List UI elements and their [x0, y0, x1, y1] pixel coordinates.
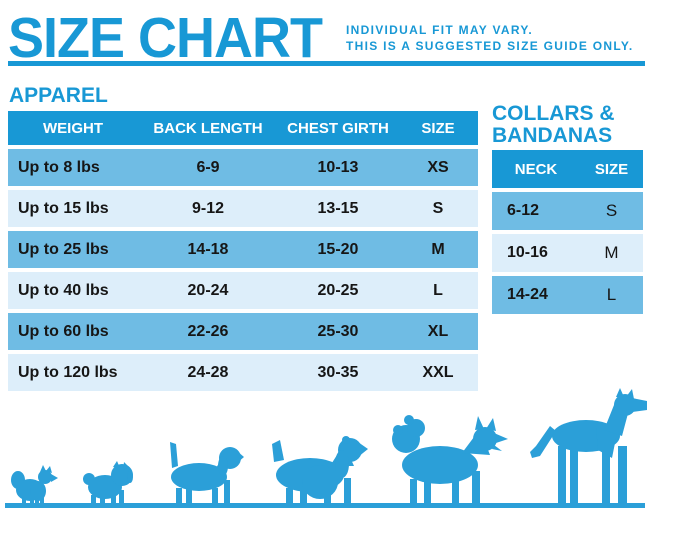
back-length-cell: 14-18: [187, 240, 229, 258]
weight-cell: Up to 60 lbs: [18, 322, 109, 340]
apparel-size-table: WEIGHT BACK LENGTH CHEST GIRTH SIZE Up t…: [8, 111, 478, 391]
chest-girth-cell: 25-30: [317, 322, 359, 340]
collars-heading-line1: COLLARS &: [492, 102, 615, 125]
apparel-col-weight: WEIGHT: [43, 119, 103, 137]
page-title: SIZE CHART: [8, 6, 323, 70]
apparel-table-header-row: WEIGHT BACK LENGTH CHEST GIRTH SIZE: [8, 111, 478, 145]
size-cell: XS: [427, 158, 449, 176]
beagle-dog-icon: [164, 440, 244, 505]
cocker-spaniel-dog-icon: [268, 432, 368, 505]
weight-cell: Up to 15 lbs: [18, 199, 109, 217]
table-row: 10-16 M: [492, 234, 643, 272]
size-cell: S: [432, 199, 444, 217]
table-row: Up to 60 lbs 22-26 25-30 XL: [8, 313, 478, 350]
collars-col-size: SIZE: [594, 160, 629, 178]
chest-girth-cell: 15-20: [317, 240, 359, 258]
table-row: 14-24 L: [492, 276, 643, 314]
back-length-cell: 9-12: [191, 199, 225, 217]
back-length-cell: 22-26: [187, 322, 229, 340]
table-row: 6-12 S: [492, 192, 643, 230]
table-row: Up to 25 lbs 14-18 15-20 M: [8, 231, 478, 268]
table-row: Up to 8 lbs 6-9 10-13 XS: [8, 149, 478, 186]
neck-cell: 6-12: [507, 202, 540, 219]
size-cell: L: [433, 281, 443, 299]
apparel-section-heading: APPAREL: [9, 84, 108, 107]
size-cell: M: [604, 243, 619, 262]
fit-note-line1: INDIVIDUAL FIT MAY VARY.: [346, 23, 534, 37]
ground-line-rule: [5, 503, 645, 508]
chest-girth-cell: 30-35: [317, 363, 359, 381]
title-underline-rule: [8, 61, 645, 66]
size-cell: S: [605, 201, 618, 220]
neck-cell: 10-16: [507, 244, 548, 261]
neck-cell: 14-24: [507, 286, 548, 303]
weight-cell: Up to 25 lbs: [18, 240, 109, 258]
size-cell: M: [431, 240, 445, 258]
table-row: Up to 15 lbs 9-12 13-15 S: [8, 190, 478, 227]
pomeranian-dog-icon: [10, 465, 58, 505]
collars-size-table: NECK SIZE 6-12 S 10-16 M 14-24 L: [492, 150, 643, 314]
chest-girth-cell: 13-15: [317, 199, 359, 217]
collars-col-neck: NECK: [514, 160, 558, 178]
size-cell: L: [606, 285, 617, 304]
fit-disclaimer-note: INDIVIDUAL FIT MAY VARY. THIS IS A SUGGE…: [346, 22, 634, 54]
weight-cell: Up to 120 lbs: [18, 363, 118, 381]
weight-cell: Up to 40 lbs: [18, 281, 109, 299]
fit-note-line2: THIS IS A SUGGESTED SIZE GUIDE ONLY.: [346, 39, 634, 53]
husky-dog-icon: [390, 413, 508, 505]
collars-table-header-row: NECK SIZE: [492, 150, 643, 188]
great-dane-dog-icon: [524, 388, 650, 505]
pug-dog-icon: [83, 460, 133, 505]
size-cell: XXL: [422, 363, 454, 381]
collars-section-heading: COLLARS & BANDANAS: [492, 103, 615, 147]
collars-heading-line2: BANDANAS: [492, 124, 613, 147]
chest-girth-cell: 10-13: [317, 158, 359, 176]
table-row: Up to 120 lbs 24-28 30-35 XXL: [8, 354, 478, 391]
chest-girth-cell: 20-25: [317, 281, 359, 299]
back-length-cell: 6-9: [196, 158, 220, 176]
size-cell: XL: [427, 322, 449, 340]
apparel-col-back-length: BACK LENGTH: [153, 119, 263, 137]
apparel-col-size: SIZE: [421, 119, 455, 137]
apparel-col-chest-girth: CHEST GIRTH: [287, 119, 389, 137]
back-length-cell: 20-24: [187, 281, 229, 299]
back-length-cell: 24-28: [187, 363, 229, 381]
table-row: Up to 40 lbs 20-24 20-25 L: [8, 272, 478, 309]
weight-cell: Up to 8 lbs: [18, 158, 100, 176]
